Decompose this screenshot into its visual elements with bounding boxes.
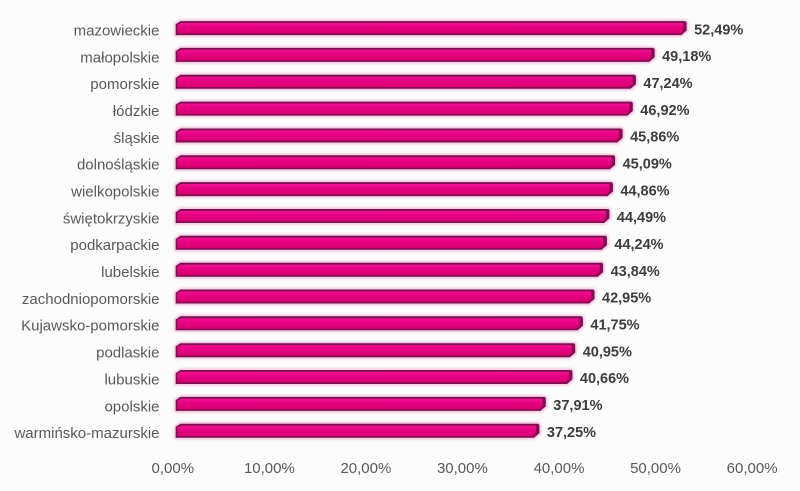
svg-text:37,25%: 37,25%: [547, 425, 596, 441]
svg-text:40,00%: 40,00%: [534, 460, 585, 477]
svg-text:49,18%: 49,18%: [662, 49, 711, 65]
svg-text:0,00%: 0,00%: [152, 460, 195, 477]
svg-text:świętokrzyskie: świętokrzyskie: [63, 210, 160, 227]
svg-text:warmińsko-mazurskie: warmińsko-mazurskie: [13, 425, 159, 442]
svg-text:47,24%: 47,24%: [643, 76, 692, 92]
svg-text:Kujawsko-pomorskie: Kujawsko-pomorskie: [21, 318, 159, 335]
svg-text:43,84%: 43,84%: [611, 264, 660, 280]
svg-text:41,75%: 41,75%: [590, 318, 639, 334]
svg-text:46,92%: 46,92%: [640, 103, 689, 119]
svg-text:zachodniopomorskie: zachodniopomorskie: [22, 291, 160, 308]
svg-text:małopolskie: małopolskie: [80, 49, 159, 66]
svg-text:44,49%: 44,49%: [617, 210, 666, 226]
svg-text:podkarpackie: podkarpackie: [70, 237, 159, 254]
svg-text:opolskie: opolskie: [104, 398, 159, 415]
svg-text:wielkopolskie: wielkopolskie: [70, 184, 159, 201]
svg-text:dolnośląskie: dolnośląskie: [77, 157, 160, 174]
svg-text:44,24%: 44,24%: [614, 237, 663, 253]
svg-text:śląskie: śląskie: [114, 130, 160, 147]
svg-text:łódzkie: łódzkie: [113, 103, 160, 120]
svg-text:lubelskie: lubelskie: [101, 264, 159, 281]
svg-text:podlaskie: podlaskie: [96, 345, 159, 362]
svg-text:60,00%: 60,00%: [727, 460, 778, 477]
svg-text:pomorskie: pomorskie: [90, 76, 159, 93]
svg-text:45,09%: 45,09%: [623, 157, 672, 173]
svg-text:40,66%: 40,66%: [580, 371, 629, 387]
svg-text:mazowieckie: mazowieckie: [74, 23, 160, 40]
svg-text:40,95%: 40,95%: [583, 344, 632, 360]
svg-text:30,00%: 30,00%: [437, 460, 488, 477]
svg-text:44,86%: 44,86%: [620, 183, 669, 199]
svg-text:lubuskie: lubuskie: [104, 371, 159, 388]
svg-text:20,00%: 20,00%: [340, 460, 391, 477]
svg-text:45,86%: 45,86%: [630, 130, 679, 146]
svg-text:50,00%: 50,00%: [630, 460, 681, 477]
svg-text:10,00%: 10,00%: [244, 460, 295, 477]
svg-text:37,91%: 37,91%: [553, 398, 602, 414]
svg-text:52,49%: 52,49%: [694, 22, 743, 38]
svg-text:42,95%: 42,95%: [602, 291, 651, 307]
